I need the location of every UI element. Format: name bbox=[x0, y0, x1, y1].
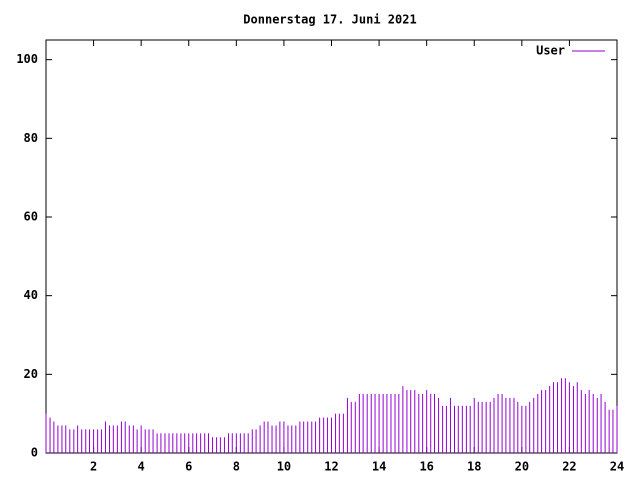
x-tick-label: 12 bbox=[324, 460, 338, 474]
x-tick-label: 24 bbox=[610, 460, 624, 474]
x-tick-label: 18 bbox=[467, 460, 481, 474]
y-tick-label: 40 bbox=[24, 288, 38, 302]
x-tick-label: 2 bbox=[90, 460, 97, 474]
legend-label: User bbox=[536, 44, 565, 58]
x-tick-label: 4 bbox=[138, 460, 145, 474]
x-tick-label: 14 bbox=[372, 460, 386, 474]
y-tick-label: 60 bbox=[24, 210, 38, 224]
y-tick-label: 20 bbox=[24, 367, 38, 381]
chart-title: Donnerstag 17. Juni 2021 bbox=[243, 13, 416, 27]
y-tick-label: 0 bbox=[31, 446, 38, 460]
x-tick-label: 6 bbox=[185, 460, 192, 474]
x-tick-label: 8 bbox=[233, 460, 240, 474]
x-tick-label: 22 bbox=[562, 460, 576, 474]
y-tick-label: 100 bbox=[16, 52, 38, 66]
x-tick-label: 16 bbox=[419, 460, 433, 474]
y-tick-label: 80 bbox=[24, 131, 38, 145]
x-tick-label: 10 bbox=[277, 460, 291, 474]
x-tick-label: 20 bbox=[515, 460, 529, 474]
